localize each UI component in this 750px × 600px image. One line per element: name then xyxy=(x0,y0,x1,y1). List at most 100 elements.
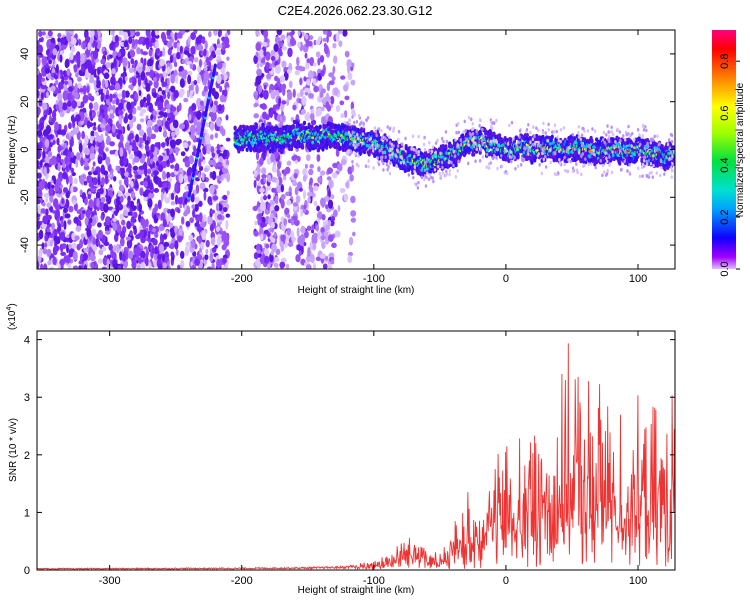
spectrogram-noise-blob xyxy=(170,131,176,137)
spectrogram-noise-blob xyxy=(137,39,143,45)
spectrogram-noise-blob xyxy=(42,201,46,207)
spectrogram-noise-blob xyxy=(347,64,351,74)
spectrogram-noise-blob xyxy=(170,32,174,37)
spectrogram-noise-blob xyxy=(61,198,65,205)
spectrogram-noise-blob xyxy=(75,72,79,78)
spectrogram-noise-blob xyxy=(37,106,41,116)
spectrogram-noise-blob xyxy=(274,257,280,263)
spectrogram-noise-blob xyxy=(302,189,307,200)
spectrogram-noise-blob xyxy=(204,254,209,261)
spectrogram-noise-blob xyxy=(285,263,290,269)
spectrogram-noise-blob xyxy=(38,229,44,240)
spectrogram-noise-blob xyxy=(330,194,335,200)
spectrogram-noise-blob xyxy=(197,171,201,180)
spectrogram-noise-blob xyxy=(158,243,165,254)
spectrogram-noise-blob xyxy=(132,106,137,115)
spectrogram-noise-blob xyxy=(311,224,315,230)
spectrogram-noise-blob xyxy=(185,220,191,227)
spectrogram-noise-blob xyxy=(343,193,349,202)
spectrogram-noise-blob xyxy=(76,125,80,134)
spectrogram-noise-blob xyxy=(77,76,82,82)
spectrogram-noise-blob xyxy=(265,243,270,249)
spectrogram-noise-blob xyxy=(315,51,321,58)
spectrogram-noise-blob xyxy=(81,130,86,140)
spectrogram-noise-blob xyxy=(266,232,271,237)
spectrogram-noise-blob xyxy=(44,208,49,216)
spectrogram-noise-blob xyxy=(143,180,149,188)
spectrogram-noise-blob xyxy=(43,192,50,198)
spectrogram-noise-blob xyxy=(70,167,75,174)
spectrogram-noise-blob xyxy=(83,165,90,171)
spectrogram-noise-blob xyxy=(64,156,69,164)
spectrogram-noise-blob xyxy=(216,43,223,49)
spectrogram-noise-blob xyxy=(273,83,278,91)
spectrogram-noise-blob xyxy=(166,136,170,147)
spectrogram-noise-blob xyxy=(225,114,229,121)
spectrogram-noise-blob xyxy=(158,111,164,116)
spectrogram-noise-blob xyxy=(168,222,174,229)
spectrogram-noise-blob xyxy=(328,80,335,86)
spectrogram-noise-blob xyxy=(208,201,213,206)
spectrogram-noise-blob xyxy=(135,249,140,258)
spectrogram-noise-blob xyxy=(75,114,81,122)
spectrogram-noise-blob xyxy=(312,62,317,67)
spectrogram-noise-blob xyxy=(101,246,107,252)
spectrogram-noise-blob xyxy=(167,91,171,100)
spectrogram-noise-blob xyxy=(41,31,46,36)
spectrogram-noise-blob xyxy=(73,64,78,73)
spectrogram-noise-blob xyxy=(127,162,132,170)
spectrogram-noise-blob xyxy=(312,232,318,238)
spectrogram-noise-blob xyxy=(259,201,266,212)
spectrogram-trace-edge xyxy=(421,171,425,176)
spectrogram-noise-blob xyxy=(55,208,61,218)
spectrogram-noise-blob xyxy=(254,220,258,226)
spectrogram-noise-blob xyxy=(303,204,307,210)
spectrogram-noise-blob xyxy=(92,40,98,48)
spectrogram-noise-blob xyxy=(299,233,306,244)
spectrogram-noise-blob xyxy=(339,187,346,194)
spectrogram-noise-blob xyxy=(151,30,156,38)
spectrogram-noise-blob xyxy=(119,167,125,172)
spectrogram-noise-blob xyxy=(78,142,83,153)
spectrogram-trace-mid xyxy=(251,142,255,147)
spectrogram-noise-blob xyxy=(279,75,286,83)
spectrogram-noise-blob xyxy=(39,159,43,168)
spectrogram-noise-blob xyxy=(222,194,228,201)
spectrogram-noise-blob xyxy=(260,195,264,202)
spectrogram-noise-blob xyxy=(99,187,104,195)
spectrogram-noise-blob xyxy=(312,243,317,250)
spectrogram-noise-blob xyxy=(281,114,286,122)
spectrogram-noise-blob xyxy=(312,185,319,192)
spectrogram-noise-blob xyxy=(152,228,156,233)
spectrogram-noise-blob xyxy=(320,70,325,77)
spectrogram-noise-blob xyxy=(136,174,142,179)
spectrogram-noise-blob xyxy=(123,150,128,159)
spectrogram-noise-blob xyxy=(62,187,69,193)
spectrogram-noise-blob xyxy=(226,172,231,183)
spectrogram-noise-blob xyxy=(93,101,99,112)
spectrogram-noise-blob xyxy=(216,258,221,269)
spectrogram-noise-blob xyxy=(86,228,92,238)
spectrogram-trace-edge xyxy=(310,124,314,130)
spectrogram-noise-blob xyxy=(187,74,192,85)
spectrogram-noise-blob xyxy=(152,92,158,99)
spectrogram-noise-blob xyxy=(59,50,64,56)
spectrogram-noise-blob xyxy=(101,140,105,151)
spectrogram-noise-blob xyxy=(67,262,72,269)
spectrogram-noise-blob xyxy=(103,72,110,80)
spectrogram-noise-blob xyxy=(275,177,280,187)
spectrogram-noise-blob xyxy=(286,98,290,106)
spectrogram-noise-blob xyxy=(288,80,293,89)
spectrogram-noise-blob xyxy=(202,214,207,223)
spectrogram-noise-blob xyxy=(147,168,152,175)
spectrogram-noise-blob xyxy=(131,76,135,83)
spectrogram-noise-blob xyxy=(280,34,286,41)
spectrogram-noise-blob xyxy=(225,213,231,218)
spectrogram-noise-blob xyxy=(129,49,136,58)
spectrogram-noise-blob xyxy=(300,108,306,115)
spectrogram-noise-blob xyxy=(152,76,158,83)
spectrogram-noise-blob xyxy=(122,57,128,67)
spectrogram-noise-blob xyxy=(69,51,74,61)
spectrogram-noise-blob xyxy=(139,112,144,117)
